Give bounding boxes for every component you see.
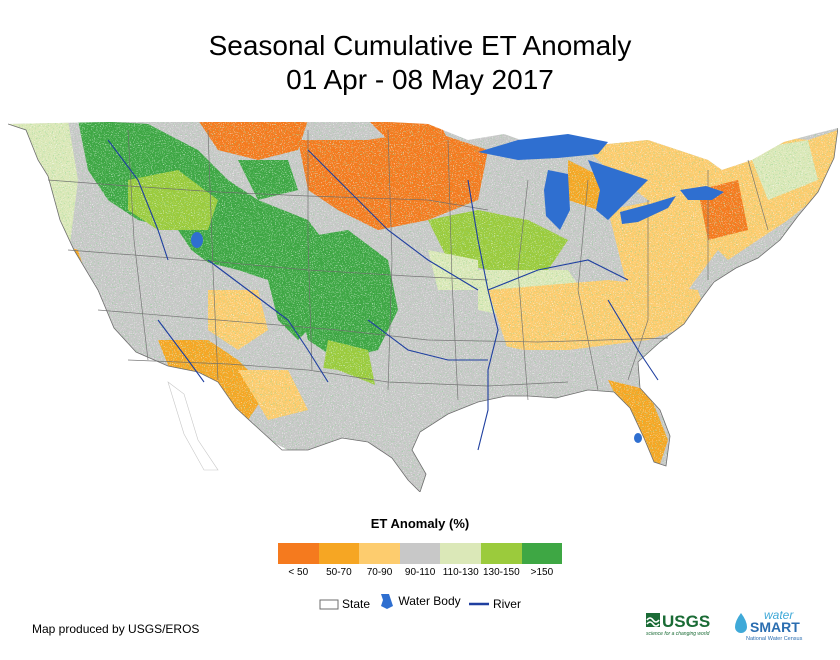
map-key: State Water Body River	[0, 592, 840, 613]
state-symbol-icon	[319, 599, 339, 610]
legend-label: 130-150	[482, 567, 520, 578]
key-water-body: Water Body	[377, 592, 461, 610]
svg-text:National Water Census: National Water Census	[746, 636, 803, 642]
credit-text: Map produced by USGS/EROS	[32, 622, 200, 636]
legend-swatch	[318, 543, 360, 564]
svg-text:water: water	[764, 608, 794, 622]
usgs-logo: USGS science for a changing world	[646, 612, 710, 637]
legend-swatch	[278, 543, 319, 564]
legend-swatch	[480, 543, 522, 564]
legend-label: 110-130	[442, 567, 479, 578]
et-anomaly-map	[8, 120, 838, 492]
legend-label: 90-110	[404, 567, 436, 578]
great-salt-lake	[191, 232, 203, 248]
key-river-label: River	[492, 597, 521, 611]
state-boundaries	[47, 129, 769, 401]
map-date-range: 01 Apr - 08 May 2017	[286, 64, 554, 95]
legend-title: ET Anomaly (%)	[370, 516, 470, 531]
water-body-icon	[381, 594, 394, 609]
legend-label: < 50	[288, 567, 309, 578]
lake-erie	[620, 196, 676, 224]
national-boundary	[8, 123, 838, 492]
legend-swatch	[399, 543, 441, 564]
svg-text:USGS: USGS	[662, 612, 710, 631]
legend-color-bar	[278, 543, 563, 564]
legend-label: 70-90	[366, 567, 393, 578]
key-state: State	[319, 597, 370, 611]
svg-text:science for a changing world: science for a changing world	[646, 631, 710, 637]
rivers	[107, 139, 659, 451]
legend-swatch	[359, 543, 400, 564]
map-title: Seasonal Cumulative ET Anomaly	[208, 30, 632, 61]
lake-superior	[478, 134, 608, 160]
legend-label: 50-70	[326, 567, 352, 578]
lake-michigan	[544, 170, 570, 230]
river-symbol-icon	[468, 602, 489, 606]
legend-label: >150	[530, 567, 554, 578]
legend-swatch	[440, 543, 481, 564]
water-bodies	[191, 134, 724, 443]
key-water-label: Water Body	[398, 594, 461, 608]
svg-text:SMART: SMART	[750, 619, 800, 635]
key-state-label: State	[342, 597, 371, 611]
usgs-watersmart-logo: USGS science for a changing world water …	[646, 608, 803, 642]
anomaly-raster	[8, 122, 838, 492]
watersmart-logo: water SMART National Water Census	[735, 608, 803, 642]
legend-swatch	[521, 543, 563, 564]
lake-huron	[588, 160, 648, 220]
lake-ontario	[680, 186, 724, 200]
agency-logos: USGS science for a changing world water …	[646, 607, 826, 647]
lake-okeechobee	[634, 433, 642, 443]
key-river: River	[468, 597, 521, 611]
